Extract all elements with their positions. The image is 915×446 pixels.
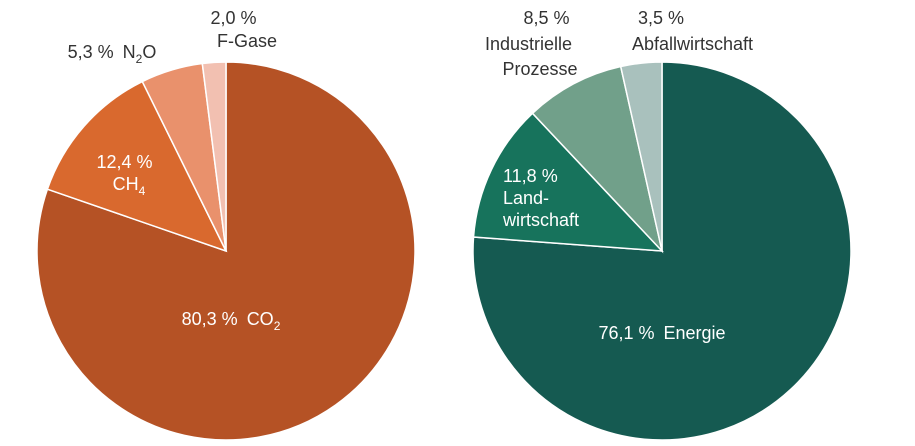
label-energie: 76,1 % Energie (598, 323, 725, 343)
slice-abfallwirtschaft (619, 61, 663, 252)
label-industrielle-prozesse: 8,5 % Industrielle Prozesse (485, 8, 578, 79)
label-f-gase: 2,0 % F-Gase (210, 8, 277, 51)
slice-landwirtschaft (472, 112, 664, 252)
label-n2o: 5,3 % N2O (68, 42, 157, 66)
label-co2: 80,3 % CO2 (182, 309, 281, 333)
slice-ch4 (46, 80, 228, 253)
slice-f-gase (201, 61, 227, 252)
slice-industrielle-prozesse (531, 65, 664, 254)
label-landwirtschaft: 11,8 % Land- wirtschaft (502, 166, 579, 230)
pie-sectors (472, 61, 852, 441)
label-ch4: 12,4 % CH4 (96, 152, 157, 198)
label-abfallwirtschaft: 3,5 % Abfallwirtschaft (632, 8, 753, 54)
pie-gas-types (36, 61, 416, 441)
